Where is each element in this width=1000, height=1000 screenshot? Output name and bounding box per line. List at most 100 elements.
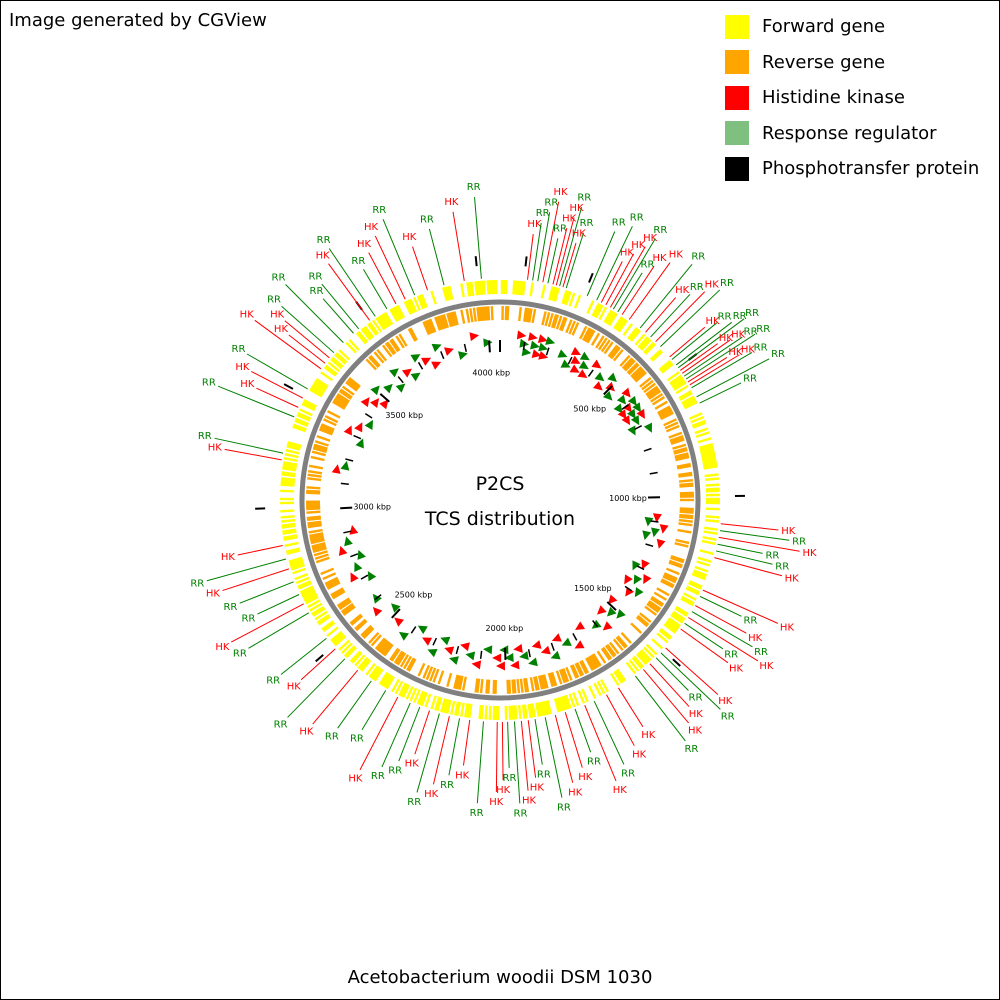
minor-scale-tick [360,574,369,580]
forward-gene-mark [290,562,305,569]
reverse-gene-mark [623,358,635,371]
histidine-kinase-marker [575,621,586,631]
forward-gene-mark [488,705,492,720]
callout-label: HK [570,203,585,214]
callout-label: HK [274,324,289,335]
forward-gene-mark [338,349,351,361]
response-regulator-marker [626,408,636,419]
response-regulator-marker [417,625,428,635]
reverse-gene-mark [627,363,640,376]
callout-label: HK [287,681,302,692]
callout-label: RR [720,278,734,289]
callout-label: RR [754,342,768,353]
reverse-gene-mark [458,675,464,690]
reverse-gene-mark [676,462,691,468]
callout-label: HK [620,248,635,259]
phosphotransfer-mark [315,654,324,663]
reverse-gene-mark [348,377,361,388]
forward-gene-mark [573,294,582,309]
forward-gene-mark [403,301,412,315]
callout-label: RR [325,731,339,742]
scale-tick-label: 2000 kbp [486,624,524,633]
callout-label: RR [241,613,255,624]
forward-gene-mark [703,465,718,470]
callout-label: RR [223,602,237,613]
reverse-gene-mark [313,445,328,452]
reverse-gene-mark [668,431,683,439]
reverse-gene-mark [679,484,694,488]
reverse-gene-mark [639,612,652,623]
callout-line [621,265,655,315]
legend-swatch-phosphotransfer-protein [725,156,749,181]
minor-scale-tick [645,543,654,548]
callout-label: HK [424,789,439,800]
callout-line [448,718,461,776]
response-regulator-marker [632,560,641,571]
callout-label: RR [232,344,246,355]
forward-gene-mark [357,330,369,344]
response-regulator-marker [578,360,589,370]
minor-scale-tick [440,351,445,360]
reverse-gene-mark [635,616,649,628]
credit-text: Image generated by CGView [9,10,267,31]
callout-label: RR [721,711,735,722]
scale-tick-label: 500 kbp [573,405,606,414]
response-regulator-marker [340,460,350,471]
forward-gene-mark [394,680,404,695]
callout-label: HK [748,633,763,644]
callout-line [671,322,718,360]
forward-gene-mark [568,693,576,708]
major-scale-tick [606,601,617,611]
reverse-gene-mark [547,312,554,328]
reverse-gene-mark [341,385,355,396]
callout-line [675,321,733,366]
forward-gene-mark [683,592,697,601]
callout-label: HK [802,548,817,559]
reverse-gene-mark [524,307,530,323]
forward-gene-mark [391,678,400,693]
forward-gene-mark [673,381,687,391]
forward-gene-mark [405,686,414,700]
callout-line [321,283,360,330]
reverse-gene-mark [679,482,694,487]
forward-gene-mark [389,308,399,323]
forward-gene-mark [430,695,437,710]
forward-gene-mark [668,617,681,628]
forward-gene-mark [456,701,462,717]
callout-label: HK [781,526,796,537]
forward-gene-mark [280,477,296,482]
callout-label: RR [733,311,747,322]
callout-line [416,713,440,793]
forward-gene-mark [625,661,637,675]
response-regulator-marker [354,561,363,573]
reverse-gene-mark [632,368,645,380]
forward-gene-mark [331,632,344,644]
histidine-kinase-marker [528,332,538,341]
legend-item-response-regulator: Response regulator [725,116,979,152]
histidine-kinase-marker [444,646,455,656]
callout-label: HK [206,589,221,600]
forward-gene-mark [628,328,640,341]
callout-line [586,231,616,297]
reverse-gene-mark [558,316,566,331]
phosphotransfer-mark [474,256,478,267]
map-subtitle: TCS distribution [424,508,575,530]
callout-label: HK [496,785,511,796]
histidine-kinase-marker [602,621,613,631]
response-regulator-marker [627,395,637,406]
reverse-gene-mark [669,434,684,442]
reverse-gene-mark [368,631,380,644]
reverse-gene-mark [345,381,358,392]
forward-gene-mark [666,618,680,629]
forward-gene-mark [586,300,595,314]
forward-gene-mark [478,704,483,720]
forward-gene-mark [700,449,715,455]
reverse-gene-mark [398,333,408,347]
reverse-gene-mark [311,542,326,548]
forward-gene-mark [327,361,341,373]
forward-gene-mark [343,645,356,657]
histidine-kinase-marker [622,402,632,413]
forward-gene-mark [312,607,326,617]
reverse-gene-mark [440,314,448,329]
callout-label: HK [215,642,230,653]
